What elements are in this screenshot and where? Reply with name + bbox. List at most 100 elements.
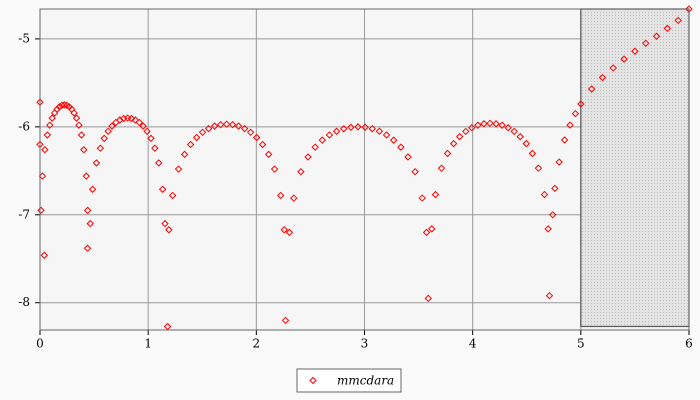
point — [375, 127, 384, 135]
point — [135, 118, 144, 127]
point — [411, 167, 419, 176]
point — [96, 144, 105, 152]
point — [168, 191, 177, 200]
point — [318, 136, 327, 144]
point — [108, 122, 116, 130]
point — [631, 47, 639, 55]
point — [41, 146, 49, 154]
point — [424, 294, 433, 303]
point — [131, 116, 140, 124]
point — [609, 64, 617, 72]
point — [80, 146, 88, 154]
point — [560, 136, 569, 144]
point — [55, 103, 64, 111]
point — [540, 190, 549, 199]
point — [139, 122, 147, 130]
point — [77, 131, 86, 139]
point — [620, 55, 628, 63]
legend-box — [296, 368, 402, 393]
point — [382, 131, 391, 139]
x-tick-label: 2 — [253, 337, 261, 351]
point — [404, 153, 412, 161]
point — [368, 125, 376, 133]
point — [297, 167, 305, 176]
point — [88, 185, 97, 193]
point — [544, 225, 552, 233]
point — [528, 149, 537, 158]
point — [198, 128, 207, 137]
point — [455, 132, 464, 141]
point — [147, 134, 155, 143]
point — [325, 131, 334, 139]
point — [264, 150, 273, 159]
point — [58, 101, 66, 110]
point — [165, 226, 173, 234]
point — [210, 122, 219, 130]
point — [566, 121, 574, 129]
y-tick-label: -7 — [18, 207, 30, 221]
point — [549, 211, 557, 219]
point — [498, 121, 506, 129]
point — [642, 39, 650, 48]
x-tick-label: 5 — [577, 337, 585, 351]
point — [397, 143, 405, 151]
point — [276, 191, 285, 200]
point — [437, 164, 446, 172]
x-tick-label: 6 — [685, 337, 693, 351]
point — [163, 322, 172, 331]
point — [598, 73, 607, 82]
point — [674, 16, 682, 25]
point — [340, 125, 348, 133]
shaded-region — [580, 8, 690, 328]
point — [652, 32, 661, 40]
point — [504, 124, 512, 132]
point — [83, 244, 92, 252]
point — [100, 134, 108, 143]
y-tick-label: -8 — [18, 295, 30, 309]
point — [40, 251, 49, 259]
point — [551, 184, 559, 193]
point — [155, 159, 163, 167]
point — [522, 139, 531, 148]
point — [158, 185, 167, 193]
point — [281, 316, 290, 325]
point — [577, 100, 585, 108]
point — [127, 114, 136, 123]
point — [186, 140, 195, 149]
point — [143, 127, 151, 136]
x-tick-label: 4 — [469, 337, 477, 351]
x-tick-label: 3 — [361, 337, 369, 351]
point — [258, 140, 267, 149]
point — [354, 123, 362, 131]
legend-marker — [309, 376, 317, 385]
point — [234, 122, 243, 130]
plot-frame — [39, 8, 690, 331]
point — [92, 159, 101, 167]
point — [53, 105, 61, 113]
point — [571, 109, 580, 118]
point — [545, 291, 554, 300]
point — [516, 132, 524, 141]
point — [428, 225, 436, 233]
point — [431, 190, 440, 199]
point — [75, 121, 83, 129]
point — [304, 153, 312, 161]
point — [474, 121, 482, 129]
point — [555, 158, 563, 166]
x-tick-label: 1 — [144, 337, 152, 351]
point — [252, 133, 261, 142]
point — [449, 139, 458, 148]
point — [510, 127, 518, 136]
point — [222, 120, 231, 128]
point — [161, 219, 169, 228]
point — [486, 119, 494, 128]
point — [174, 165, 183, 173]
x-tick-label: 0 — [36, 337, 44, 351]
point — [216, 120, 225, 129]
point — [468, 124, 476, 132]
point — [587, 85, 596, 93]
point — [43, 131, 52, 139]
point — [480, 120, 488, 128]
point — [48, 114, 56, 122]
